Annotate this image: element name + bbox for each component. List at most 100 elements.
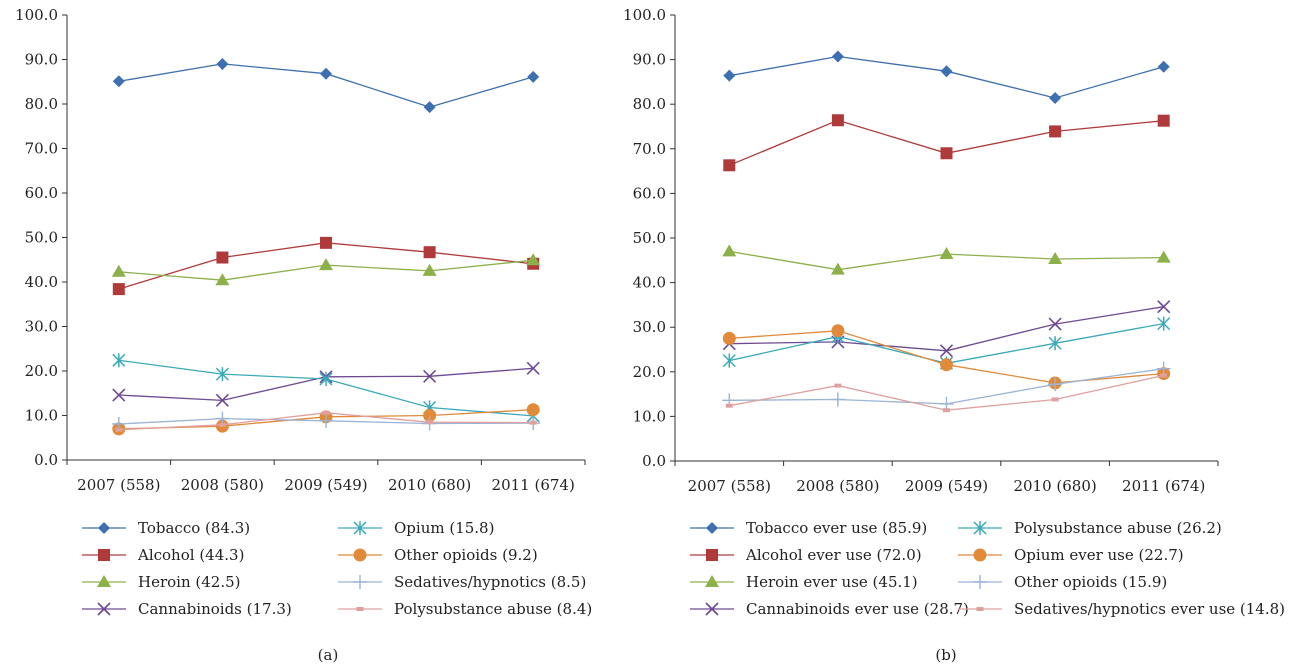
data-point [115,427,123,432]
legend-entry: Cannabinoids (17.3) [82,600,292,618]
x-tick-label: 2009 (549) [905,477,988,495]
legend-entry: Heroin ever use (45.1) [690,573,918,591]
x-tick-label: 2010 (680) [1013,477,1096,495]
data-point [725,403,733,408]
panel-caption: (b) [935,646,956,664]
legend-entry: Polysubstance abuse (26.2) [958,519,1222,537]
series-2 [722,244,1171,275]
data-point [723,159,736,172]
legend-label: Cannabinoids ever use (28.7) [746,600,969,618]
y-tick-label: 80.0 [633,95,666,113]
y-tick-label: 20.0 [25,362,58,380]
data-point [1160,373,1168,378]
legend-label: Cannabinoids (17.3) [138,600,292,618]
legend-marker [353,521,367,535]
data-point [722,244,737,257]
series-line [118,359,534,417]
data-point [526,253,541,266]
legend-entry: Opium (15.8) [338,519,494,537]
data-point [526,361,540,375]
legend-marker [705,575,719,587]
data-point [1157,60,1170,73]
legend-label: Opium (15.8) [394,519,494,537]
legend-marker [973,521,987,535]
data-point [1156,250,1171,263]
data-point [215,393,229,407]
legend-entry: Other opioids (15.9) [958,573,1167,591]
x-tick-label: 2011 (674) [492,476,575,494]
series-line [729,55,1164,99]
legend-label: Tobacco (84.3) [138,519,250,537]
x-tick-label: 2010 (680) [388,476,471,494]
legend-marker [97,575,111,587]
legend-label: Sedatives/hypnotics ever use (14.8) [1014,600,1285,618]
y-tick-label: 100.0 [623,6,666,24]
series-3 [722,300,1171,358]
data-point [216,251,229,264]
legend-label: Polysubstance abuse (26.2) [1014,519,1222,537]
data-point [112,75,125,88]
legend-label: Heroin (42.5) [138,573,241,591]
series-1 [112,236,540,296]
series-2 [111,253,541,286]
x-tick-label: 2011 (674) [1122,477,1205,495]
data-point [1157,300,1171,314]
panel-a: 0.0 10.0 20.0 30.0 40.0 50.0 60.0 70.0 80.0 90.0 1… [15,6,592,664]
legend-entry: Sedatives/hypnotics ever use (14.8) [958,600,1285,618]
y-tick-label: 10.0 [633,407,666,425]
legend-label: Opium ever use (22.7) [1014,546,1184,564]
data-point [322,410,330,415]
data-point [320,236,332,249]
legend-entry: Cannabinoids ever use (28.7) [690,600,969,618]
data-point [527,70,540,83]
x-tick-label: 2007 (558) [77,476,160,494]
y-tick-label: 90.0 [633,51,666,69]
data-point [215,367,229,382]
data-point [940,147,953,160]
data-point [831,50,844,63]
data-point [423,369,437,383]
data-point [422,263,437,276]
data-point [526,403,540,417]
y-tick-label: 60.0 [633,184,666,202]
legend-label: Other opioids (15.9) [1014,573,1167,591]
panel-b: 0.0 10.0 20.0 30.0 40.0 50.0 60.0 70.0 80.0 90.0 1… [623,6,1285,664]
legend-marker [98,522,110,534]
legend-entry: Alcohol ever use (72.0) [690,546,922,564]
data-point [1048,251,1063,264]
series-0 [723,50,1170,104]
legend-marker [98,549,110,561]
data-point [1048,317,1062,331]
y-tick-label: 50.0 [633,229,666,247]
series-6 [722,361,1171,411]
data-point [112,353,126,368]
data-point [943,408,950,413]
y-tick-label: 40.0 [25,273,58,291]
legend-marker [976,607,984,611]
data-point [831,324,845,338]
data-point [722,353,736,368]
legend-label: Alcohol ever use (72.0) [745,546,922,564]
y-tick-label: 60.0 [25,184,58,202]
data-point [218,422,226,427]
legend-entry: Sedatives/hypnotics (8.5) [338,573,586,591]
data-point [1157,316,1171,331]
data-point [112,388,126,402]
legend-entry: Other opioids (9.2) [338,546,538,564]
data-point [1051,397,1059,402]
y-tick-label: 20.0 [633,363,666,381]
legend-label: Tobacco ever use (85.9) [746,519,927,537]
data-point [830,392,845,407]
data-point [1049,125,1062,138]
data-point [423,101,436,114]
legend-label: Other opioids (9.2) [394,546,538,564]
panel-caption: (a) [318,646,339,664]
legend-marker [356,607,364,611]
y-tick-label: 30.0 [25,318,58,336]
legend-marker [706,522,718,534]
legend-marker [97,602,111,616]
data-point [423,246,436,259]
y-tick-label: 100.0 [15,6,58,24]
series-1 [723,114,1170,172]
